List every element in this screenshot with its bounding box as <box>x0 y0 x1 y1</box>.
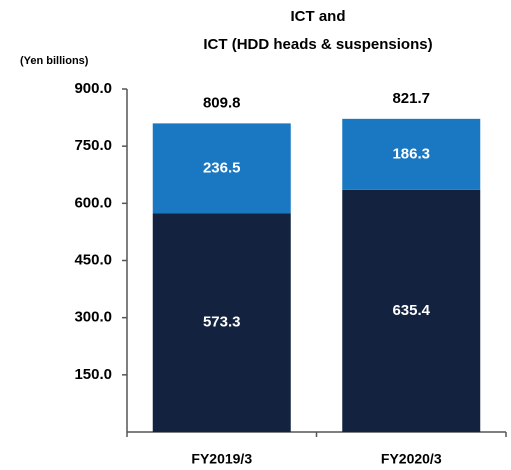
y-tick-label: 150.0 <box>74 366 112 383</box>
data-label: 573.3 <box>203 314 241 331</box>
bar-segment <box>152 123 291 214</box>
data-label: 186.3 <box>392 145 430 162</box>
y-tick-label: 900.0 <box>74 80 112 97</box>
x-tick-label: FY2019/3 <box>191 451 252 467</box>
y-tick-label: 600.0 <box>74 194 112 211</box>
data-label: 236.5 <box>203 159 241 176</box>
total-label: 821.7 <box>392 90 430 107</box>
y-tick-label: 300.0 <box>74 309 112 326</box>
data-label: 635.4 <box>392 302 430 319</box>
y-axis-label: (Yen billions) <box>20 55 89 67</box>
x-tick-label: FY2020/3 <box>381 451 442 467</box>
bar-segment <box>152 213 291 432</box>
y-tick-label: 750.0 <box>74 137 112 154</box>
total-label: 809.8 <box>203 94 241 111</box>
chart-title: ICT and <box>291 8 346 25</box>
bar-segment <box>342 118 481 190</box>
y-tick-label: 450.0 <box>74 251 112 268</box>
chart-title: ICT (HDD heads & suspensions) <box>203 36 432 53</box>
bar-segment <box>342 189 481 432</box>
